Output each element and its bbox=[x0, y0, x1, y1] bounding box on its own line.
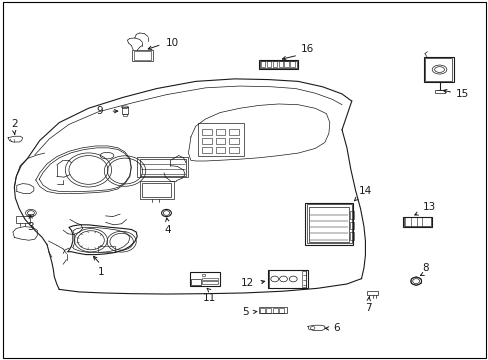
Bar bbox=[279, 308, 284, 313]
Bar bbox=[198, 123, 244, 156]
Bar bbox=[202, 278, 218, 280]
Text: 8: 8 bbox=[422, 262, 428, 273]
Bar bbox=[215, 138, 225, 144]
Text: 9: 9 bbox=[96, 106, 103, 116]
Bar bbox=[215, 147, 225, 153]
Bar bbox=[229, 129, 239, 135]
Bar bbox=[290, 61, 294, 67]
Bar bbox=[98, 246, 115, 252]
Bar bbox=[137, 157, 188, 177]
Bar bbox=[142, 183, 171, 197]
Text: 16: 16 bbox=[301, 44, 314, 54]
Bar bbox=[260, 308, 264, 313]
Bar bbox=[215, 129, 225, 135]
Bar bbox=[434, 90, 444, 93]
Text: 13: 13 bbox=[422, 202, 435, 212]
Bar bbox=[305, 203, 352, 244]
Text: 14: 14 bbox=[358, 186, 371, 197]
Bar bbox=[190, 279, 200, 285]
Text: 11: 11 bbox=[203, 293, 216, 303]
Bar bbox=[259, 60, 298, 69]
Text: 1: 1 bbox=[97, 267, 104, 277]
Text: 15: 15 bbox=[455, 89, 468, 99]
Text: 6: 6 bbox=[332, 324, 339, 333]
Bar bbox=[269, 270, 306, 288]
Bar bbox=[28, 214, 33, 216]
Bar bbox=[259, 307, 287, 314]
Bar bbox=[266, 308, 271, 313]
Bar bbox=[132, 50, 153, 61]
Bar bbox=[272, 308, 277, 313]
Bar bbox=[229, 147, 239, 153]
Text: 7: 7 bbox=[365, 303, 371, 312]
Bar bbox=[261, 61, 265, 67]
Bar bbox=[366, 291, 377, 296]
Bar bbox=[423, 57, 453, 82]
Bar bbox=[284, 61, 288, 67]
Text: 2: 2 bbox=[11, 119, 18, 129]
Bar bbox=[403, 217, 430, 226]
Bar bbox=[349, 222, 353, 229]
Bar bbox=[202, 274, 204, 276]
Bar bbox=[140, 159, 185, 176]
Bar bbox=[189, 272, 220, 286]
Bar bbox=[202, 129, 211, 135]
Text: 10: 10 bbox=[165, 38, 178, 48]
Bar bbox=[140, 181, 173, 199]
Bar bbox=[402, 217, 431, 226]
Bar bbox=[229, 138, 239, 144]
Text: 4: 4 bbox=[164, 225, 170, 235]
Text: 3: 3 bbox=[27, 222, 34, 232]
Bar bbox=[278, 61, 283, 67]
Bar bbox=[425, 58, 451, 81]
Bar bbox=[260, 60, 297, 68]
Bar bbox=[202, 138, 211, 144]
Bar bbox=[302, 271, 305, 287]
Bar bbox=[349, 232, 353, 240]
Bar bbox=[134, 51, 151, 60]
Bar bbox=[266, 61, 271, 67]
Bar bbox=[123, 114, 127, 116]
Bar bbox=[122, 107, 128, 114]
Bar bbox=[16, 216, 30, 223]
Bar bbox=[202, 147, 211, 153]
Bar bbox=[308, 207, 348, 242]
Bar bbox=[272, 61, 277, 67]
Bar bbox=[267, 270, 307, 288]
Text: 12: 12 bbox=[241, 278, 254, 288]
Text: 5: 5 bbox=[241, 307, 248, 317]
Bar bbox=[202, 282, 218, 284]
Bar bbox=[306, 204, 351, 243]
Bar bbox=[349, 211, 353, 219]
